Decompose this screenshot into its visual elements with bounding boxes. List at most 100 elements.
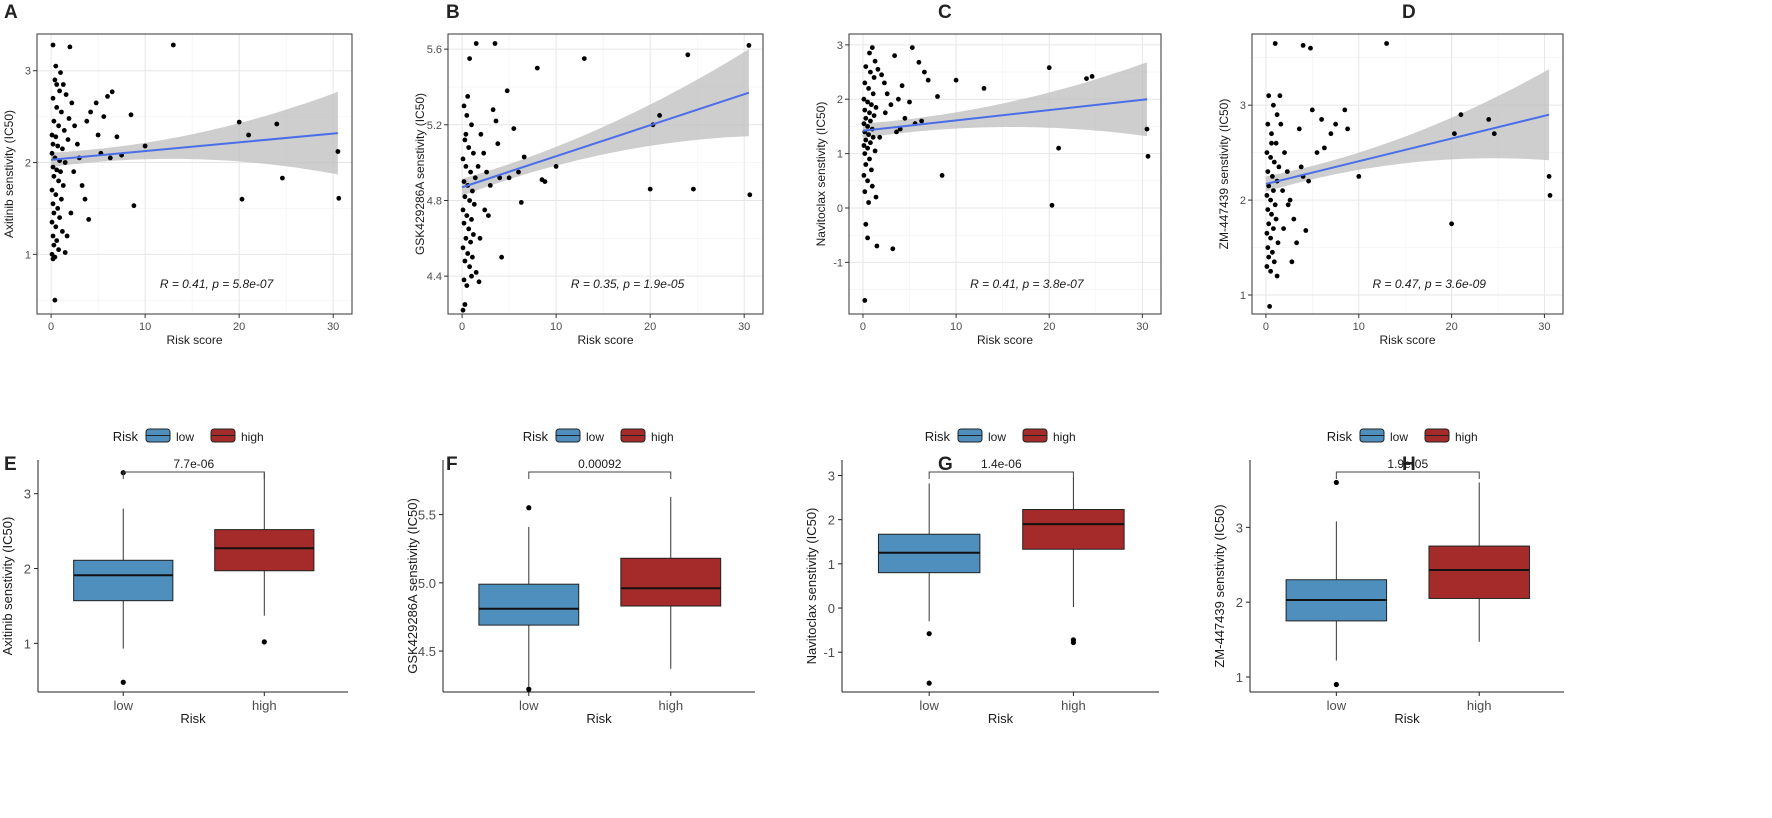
panel-letter: B [446,2,460,23]
data-point [919,118,924,124]
data-point [71,169,77,175]
data-point [460,156,466,162]
data-point [861,173,867,178]
data-point [56,123,61,129]
data-point [53,224,59,230]
data-point [50,141,56,147]
data-point [869,102,874,108]
x-tick-label-low: low [113,698,133,713]
data-point [60,183,66,188]
data-point [461,277,467,283]
data-point [691,186,696,192]
data-point [863,137,869,143]
data-point [50,201,56,207]
data-point [473,41,479,46]
data-point [1268,235,1273,241]
data-point [484,169,489,175]
data-point [464,213,470,219]
y-tick-label: 1 [24,636,31,651]
data-point [867,110,872,116]
data-point [953,77,959,83]
data-point [51,173,57,179]
data-point [1291,216,1297,222]
data-point [109,89,115,95]
x-tick-label: 30 [738,321,750,333]
data-point [1282,150,1287,156]
data-point [56,178,61,184]
x-tick-label: 0 [860,321,866,333]
data-point [236,119,242,125]
data-point [1281,226,1286,232]
data-point [870,91,876,97]
y-tick-label: 5.0 [418,576,436,591]
data-point [62,250,68,255]
data-point [916,59,922,65]
box-panel-h: H Risk low high 1 2 3 low high Risk ZM-447439 sens… [1212,428,1564,726]
data-point [1491,131,1497,137]
data-point [142,143,148,149]
data-point [470,254,475,260]
data-point [470,188,475,194]
x-tick-label-low: low [1327,698,1347,713]
y-tick-label: 3 [837,40,843,52]
data-point [105,94,110,99]
data-point [506,175,512,181]
data-point [862,151,868,157]
data-point [1269,131,1274,137]
data-point [511,126,517,131]
scatter-panel-a: A 0 10 20 30 1 2 3 Risk score Axitinib senstivity… [2,2,353,347]
legend-label-high: high [1455,430,1478,444]
data-point [865,235,870,241]
data-point [49,187,55,193]
data-point [462,194,468,200]
data-point [1046,65,1052,71]
x-tick-label: 0 [48,321,54,333]
significance-bracket [1335,471,1480,479]
data-point [475,164,481,169]
data-point [492,41,498,46]
data-point [981,86,987,91]
x-tick-label-high: high [252,698,277,713]
x-tick-label: 10 [139,321,151,333]
data-point [1384,41,1389,46]
data-point [1275,240,1281,246]
data-point [863,115,869,121]
data-point [469,273,474,279]
data-point [54,105,60,110]
data-point [1264,264,1270,269]
data-point [246,132,252,138]
data-point [1303,228,1309,233]
data-point [67,44,73,50]
y-tick-label: 2 [828,513,835,528]
data-point [1277,93,1283,99]
data-point [882,80,887,86]
data-point [685,52,691,58]
p-value: p = 3.8e-07 [1021,277,1084,291]
data-point [1486,117,1492,122]
data-point [68,210,74,216]
panel-letter: C [938,2,952,23]
data-point [862,107,868,113]
y-tick-label: 0 [828,601,835,616]
panel-border [447,33,764,315]
data-point [1278,121,1284,127]
data-point [882,110,888,116]
data-point [868,118,873,124]
data-point [79,183,85,188]
y-tick-label: 3 [828,468,835,483]
data-point [131,203,137,209]
data-point [336,195,342,201]
data-point [482,207,488,213]
data-point [63,92,69,97]
data-point [1285,202,1291,208]
data-point [62,160,68,165]
data-point [466,145,472,150]
box-panel-f: F Risk low high 4.5 5.0 5.5 low high Risk GSK42928… [405,428,755,726]
x-tick-label: 0 [1263,321,1269,333]
box-high [214,529,315,572]
data-point [890,246,896,252]
y-tick-label: 1 [828,557,835,572]
data-point [1264,193,1270,198]
data-point [49,219,55,225]
data-point [60,146,65,152]
